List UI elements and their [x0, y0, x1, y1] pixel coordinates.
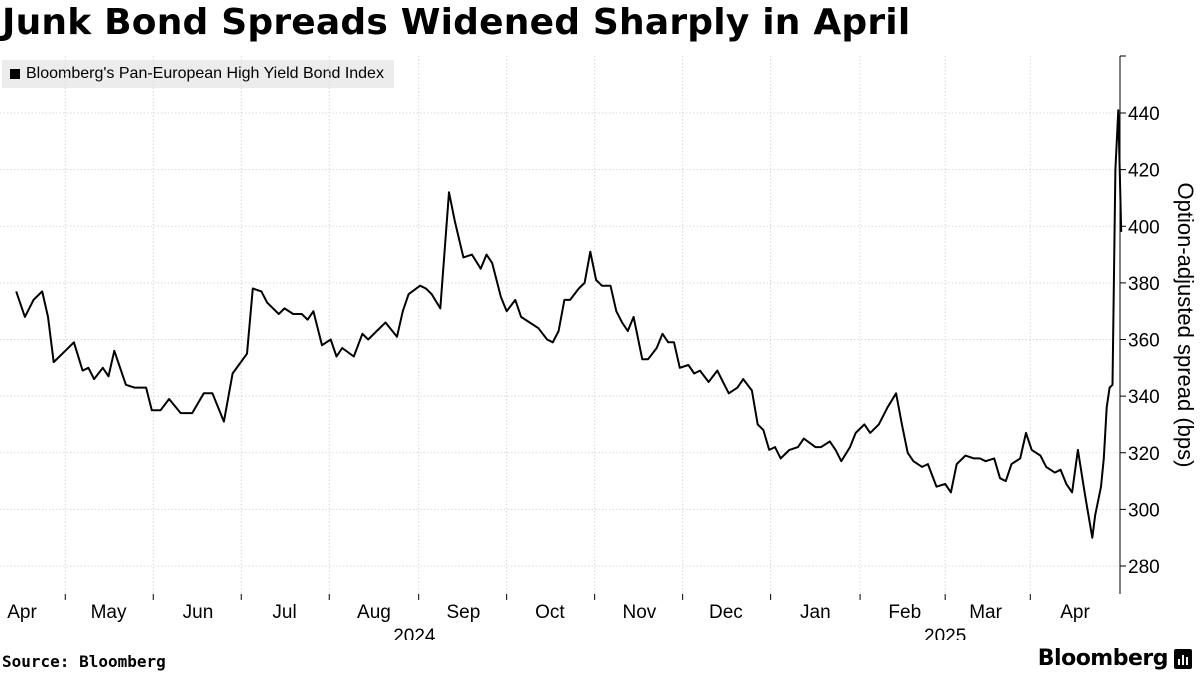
brand-logo: Bloomberg — [1037, 646, 1169, 671]
series-line — [15, 109, 1123, 539]
y-tick-label: 420 — [1128, 161, 1160, 182]
brand: Bloomberg — [1038, 646, 1192, 671]
x-tick-label: Jan — [800, 602, 831, 623]
y-tick-label: 300 — [1128, 500, 1160, 521]
x-tick-label: Jun — [183, 602, 214, 623]
gridlines — [0, 56, 1120, 594]
x-tick-label: Dec — [709, 602, 743, 623]
brand-icon — [1174, 648, 1192, 669]
y-tick-label: 340 — [1128, 387, 1160, 408]
line-chart: 280 300 320 340 360 380 400 420 440 Apr May Jun Jul A… — [0, 55, 1198, 640]
x-tick-label: Nov — [622, 602, 656, 623]
x-tick-label: Feb — [888, 602, 921, 623]
x-year-label: 2025 — [924, 626, 966, 640]
x-tick-label: Apr — [7, 602, 37, 623]
x-tick-label: Mar — [969, 602, 1002, 623]
axes: 280 300 320 340 360 380 400 420 440 Apr May Jun Jul A… — [7, 55, 1160, 640]
legend-swatch — [10, 69, 20, 79]
series-layer — [15, 109, 1123, 539]
x-tick-label: May — [91, 602, 127, 623]
x-tick-label: Sep — [446, 602, 480, 623]
x-tick-label: Aug — [357, 602, 391, 623]
y-tick-label: 320 — [1128, 444, 1160, 465]
y-tick-label: 440 — [1128, 104, 1160, 125]
x-tick-label: Jul — [272, 602, 296, 623]
x-tick-label: Apr — [1060, 602, 1090, 623]
y-tick-label: 280 — [1128, 557, 1160, 578]
x-tick-label: Oct — [535, 602, 565, 623]
y-tick-label: 400 — [1128, 217, 1160, 238]
y-tick-label: 380 — [1128, 274, 1160, 295]
legend-label: Bloomberg's Pan-European High Yield Bond… — [26, 65, 384, 82]
source-note: Source: Bloomberg — [2, 652, 166, 671]
x-year-label: 2024 — [393, 626, 436, 640]
chart-title: Junk Bond Spreads Widened Sharply in Apr… — [2, 2, 911, 43]
y-axis-label: Option-adjusted spread (bps) — [1173, 183, 1198, 468]
legend: Bloomberg's Pan-European High Yield Bond… — [2, 60, 394, 88]
y-tick-label: 360 — [1128, 331, 1160, 352]
